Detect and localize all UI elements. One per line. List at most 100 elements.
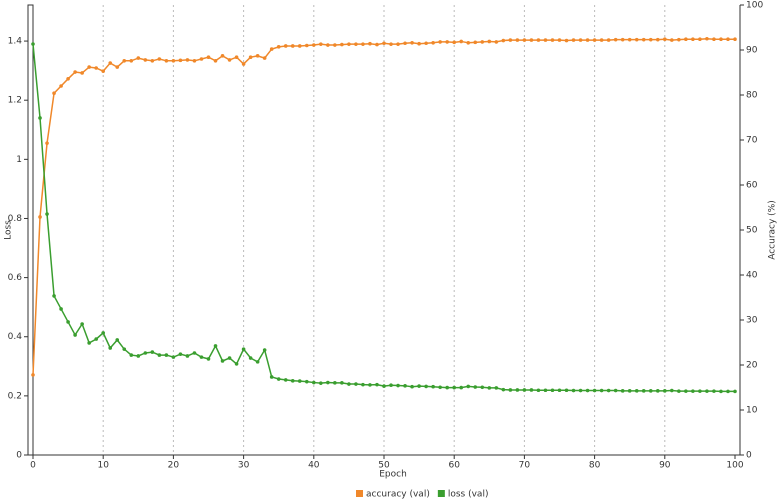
point bbox=[529, 388, 534, 392]
point bbox=[241, 347, 246, 351]
point bbox=[382, 384, 386, 388]
y2-tick-label: 20 bbox=[746, 361, 758, 371]
point bbox=[122, 347, 127, 351]
legend-label: accuracy (val) bbox=[366, 490, 430, 500]
point bbox=[410, 384, 414, 389]
point bbox=[536, 38, 541, 42]
point bbox=[45, 141, 49, 145]
point bbox=[677, 37, 681, 42]
y-tick-label: 1.2 bbox=[8, 96, 22, 106]
point bbox=[157, 57, 162, 61]
y2-tick-label: 90 bbox=[746, 46, 758, 56]
point bbox=[543, 38, 548, 42]
point bbox=[466, 41, 471, 45]
x-tick-label: 0 bbox=[30, 461, 36, 471]
y-axis-title: Loss bbox=[4, 220, 14, 240]
point bbox=[319, 42, 323, 46]
point bbox=[515, 38, 520, 42]
point bbox=[726, 389, 730, 394]
legend-swatch bbox=[437, 490, 445, 497]
point bbox=[59, 307, 63, 311]
point bbox=[417, 384, 421, 388]
point bbox=[227, 356, 232, 360]
x-tick-label: 10 bbox=[97, 461, 109, 471]
point bbox=[557, 388, 562, 393]
point bbox=[262, 348, 267, 352]
point bbox=[101, 69, 105, 73]
point bbox=[536, 388, 541, 393]
point bbox=[31, 373, 35, 377]
y-tick-label: 0.4 bbox=[8, 332, 23, 342]
point bbox=[255, 360, 260, 364]
point bbox=[143, 351, 148, 355]
point bbox=[424, 384, 428, 389]
point bbox=[227, 58, 232, 62]
point bbox=[501, 38, 506, 43]
point bbox=[557, 38, 562, 42]
point bbox=[592, 38, 597, 42]
point bbox=[213, 59, 218, 63]
point bbox=[73, 333, 77, 337]
point bbox=[326, 43, 330, 47]
point bbox=[171, 59, 176, 63]
point bbox=[136, 354, 141, 358]
point bbox=[255, 54, 260, 58]
point bbox=[648, 37, 653, 42]
y2-tick-label: 30 bbox=[746, 316, 758, 326]
point bbox=[269, 47, 274, 51]
point bbox=[733, 37, 737, 41]
point bbox=[382, 41, 386, 46]
point bbox=[417, 41, 421, 46]
point bbox=[634, 389, 639, 393]
y2-tick-label: 0 bbox=[746, 451, 752, 461]
y2-tick-label: 60 bbox=[746, 181, 758, 191]
x-tick-label: 100 bbox=[726, 461, 743, 471]
point bbox=[578, 388, 583, 393]
point bbox=[733, 389, 737, 394]
point bbox=[627, 37, 632, 42]
point bbox=[459, 39, 464, 44]
point bbox=[354, 42, 358, 46]
y-tick-label: 0.6 bbox=[8, 273, 23, 283]
legend-label: loss (val) bbox=[448, 490, 489, 500]
point bbox=[480, 40, 485, 44]
point bbox=[361, 382, 365, 387]
point bbox=[333, 43, 337, 47]
point bbox=[705, 389, 709, 393]
point bbox=[297, 44, 302, 48]
point bbox=[620, 389, 625, 393]
point bbox=[101, 331, 105, 335]
point bbox=[508, 38, 513, 42]
point bbox=[234, 362, 239, 366]
point bbox=[283, 44, 288, 48]
point bbox=[31, 42, 35, 46]
y-tick-label: 0.8 bbox=[8, 214, 23, 224]
point bbox=[276, 377, 281, 381]
point bbox=[319, 381, 323, 385]
point bbox=[136, 56, 141, 60]
point bbox=[143, 58, 148, 62]
point bbox=[199, 355, 204, 359]
point bbox=[59, 84, 63, 88]
y2-tick-label: 80 bbox=[746, 91, 758, 101]
y-tick-label: 0.2 bbox=[8, 391, 22, 401]
point bbox=[494, 40, 499, 44]
axis-frame bbox=[27, 4, 34, 456]
point bbox=[157, 353, 162, 357]
point bbox=[571, 388, 576, 393]
y2-tick-label: 50 bbox=[746, 226, 758, 236]
point bbox=[494, 386, 499, 390]
legend-swatch bbox=[356, 490, 363, 497]
point bbox=[206, 357, 211, 361]
point bbox=[206, 55, 211, 59]
point bbox=[620, 37, 625, 42]
x-tick-label: 40 bbox=[308, 461, 320, 471]
point bbox=[698, 37, 702, 41]
point bbox=[452, 385, 457, 390]
y2-tick-label: 70 bbox=[746, 136, 758, 146]
point bbox=[508, 388, 513, 392]
point bbox=[550, 38, 555, 42]
point bbox=[473, 385, 478, 389]
point bbox=[641, 37, 646, 42]
point bbox=[655, 37, 660, 42]
